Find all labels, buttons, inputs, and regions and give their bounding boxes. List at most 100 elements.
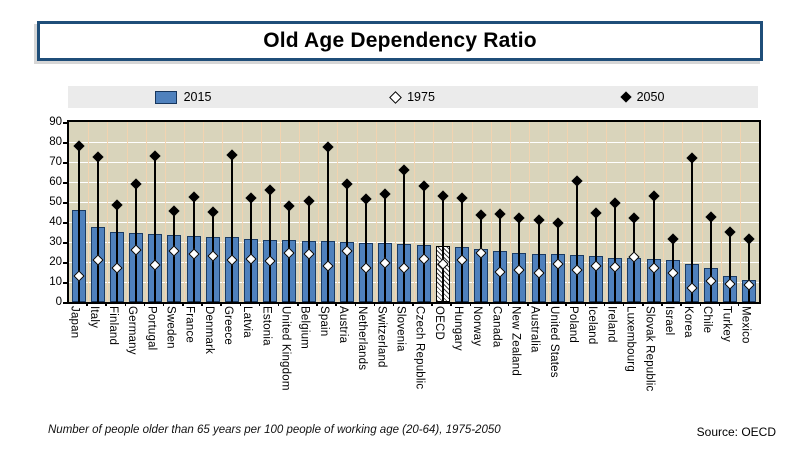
- category-label: France: [183, 306, 196, 343]
- range-stem: [518, 218, 521, 302]
- category-label: Canada: [490, 306, 503, 348]
- range-stem: [403, 170, 406, 302]
- x-tick-mark: [546, 302, 548, 306]
- vertical-gridline: [107, 122, 109, 302]
- marker-2050: [398, 164, 411, 176]
- chart-title: Old Age Dependency Ratio: [263, 29, 537, 52]
- range-stem: [115, 205, 118, 302]
- marker-2050: [475, 209, 487, 221]
- vertical-gridline: [184, 122, 185, 302]
- vertical-gridline: [567, 122, 569, 302]
- category-label: Chile: [701, 306, 714, 334]
- y-tick-mark: [63, 242, 68, 244]
- x-tick-mark: [105, 302, 107, 306]
- x-tick-mark: [584, 302, 586, 306]
- category-label: Slovak Republic: [643, 306, 656, 392]
- x-tick-mark: [277, 302, 280, 306]
- range-stem: [250, 198, 253, 302]
- filled-diamond-icon: [619, 91, 632, 103]
- category-label: Austria: [336, 306, 349, 344]
- marker-2050: [341, 178, 353, 190]
- x-tick-mark: [642, 302, 644, 306]
- x-tick-mark: [488, 302, 491, 306]
- x-tick-mark: [469, 302, 471, 306]
- x-tick-mark: [718, 302, 721, 306]
- x-tick-mark: [86, 302, 88, 306]
- x-tick-mark: [335, 302, 337, 306]
- y-tick-label: 0: [55, 296, 62, 308]
- category-label: Finland: [106, 306, 119, 346]
- legend-label-2015: 2015: [183, 90, 212, 104]
- y-tick-mark: [63, 122, 68, 124]
- range-stem: [441, 196, 444, 302]
- vertical-gridline: [720, 122, 722, 302]
- x-tick-mark: [316, 302, 318, 306]
- category-label: Norway: [471, 306, 484, 347]
- vertical-gridline: [682, 122, 684, 302]
- category-label: Netherlands: [356, 306, 369, 371]
- range-stem: [499, 214, 502, 302]
- source-label: Source: OECD: [696, 425, 776, 439]
- y-tick-mark: [63, 182, 68, 184]
- vertical-gridline: [663, 122, 665, 302]
- range-stem: [748, 239, 751, 302]
- category-label: Australia: [528, 306, 541, 353]
- x-tick-mark: [392, 302, 395, 306]
- marker-2050: [149, 150, 161, 162]
- marker-2050: [437, 190, 449, 202]
- marker-2050: [532, 214, 545, 226]
- x-tick-mark: [354, 302, 356, 306]
- category-label: Portugal: [145, 306, 158, 351]
- x-tick-mark: [680, 302, 682, 306]
- category-label: Iceland: [586, 306, 599, 345]
- marker-2050: [379, 188, 391, 200]
- category-label: Ireland: [605, 306, 618, 343]
- category-label: United Kingdom: [279, 306, 292, 391]
- legend-label-1975: 1975: [407, 90, 435, 104]
- category-label: Czech Republic: [413, 306, 426, 390]
- marker-2050: [724, 226, 736, 238]
- x-axis-labels: Japan Italy Finland Germany Portugal Sweden Fr…: [67, 302, 757, 424]
- marker-2050: [494, 208, 506, 220]
- y-tick-mark: [63, 222, 68, 224]
- x-tick-mark: [431, 302, 433, 306]
- marker-2050: [130, 178, 142, 190]
- vertical-gridline: [644, 122, 645, 302]
- vertical-gridline: [88, 122, 90, 302]
- category-label: Korea: [681, 306, 694, 338]
- vertical-gridline: [279, 122, 281, 302]
- marker-2050: [647, 190, 660, 202]
- marker-2050: [302, 195, 315, 207]
- marker-2050: [226, 149, 238, 161]
- vertical-gridline: [164, 122, 166, 302]
- y-tick-label: 90: [49, 116, 62, 128]
- vertical-gridline: [605, 122, 607, 302]
- legend-item-2050: 2050: [528, 90, 758, 104]
- category-label: Slovenia: [394, 306, 407, 352]
- range-stem: [384, 194, 387, 302]
- vertical-gridline: [452, 122, 454, 302]
- marker-2050: [207, 206, 219, 218]
- x-tick-mark: [737, 302, 740, 306]
- marker-2050: [168, 205, 181, 217]
- vertical-gridline: [318, 122, 320, 302]
- marker-2050: [590, 207, 602, 219]
- vertical-gridline: [222, 122, 224, 302]
- x-tick-mark: [143, 302, 146, 306]
- marker-2050: [571, 175, 583, 187]
- category-label: Estonia: [260, 306, 273, 346]
- y-tick-mark: [63, 302, 68, 304]
- x-tick-mark: [220, 302, 222, 306]
- range-stem: [135, 184, 138, 302]
- vertical-gridline: [299, 122, 300, 302]
- vertical-gridline: [241, 122, 243, 302]
- marker-2050: [92, 151, 104, 163]
- category-label: Turkey: [720, 306, 733, 342]
- marker-2050: [322, 141, 334, 153]
- category-label: OECD: [432, 306, 445, 341]
- category-label: Switzerland: [375, 306, 388, 368]
- vertical-gridline: [203, 122, 205, 302]
- category-label: Poland: [566, 306, 579, 344]
- legend-label-2050: 2050: [636, 90, 665, 104]
- category-label: Greece: [221, 306, 234, 345]
